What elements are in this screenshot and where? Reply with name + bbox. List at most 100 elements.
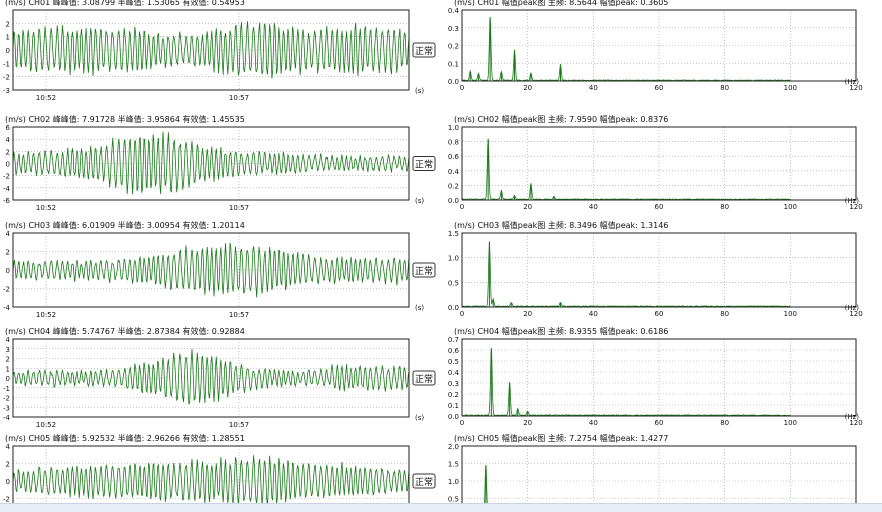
x-tick-label: 40 <box>589 84 598 92</box>
x-tick-label: 60 <box>655 84 664 92</box>
x-tick-label: 100 <box>784 84 797 92</box>
spectrum-stats-label: (m/s) CH03 幅值peak图 主频: 8.3496 幅值peak: 1.… <box>454 220 668 230</box>
y-tick-label: 0.4 <box>448 369 460 377</box>
y-tick-label: 0.0 <box>448 304 459 312</box>
status-badge <box>412 473 436 489</box>
y-tick-label: -1 <box>3 385 10 393</box>
y-tick-label: 0.2 <box>448 391 459 399</box>
y-tick-label: -2 <box>3 74 10 82</box>
status-badge-label: 正常 <box>415 265 433 277</box>
spectrum-trace <box>461 349 791 417</box>
x-tick-label: 10:52 <box>36 204 56 212</box>
y-tick-label: 0.4 <box>448 168 460 176</box>
x-tick-label: 0 <box>460 310 464 318</box>
y-tick-label: 0.0 <box>448 197 459 205</box>
y-tick-label: 6 <box>6 124 11 132</box>
x-tick-label: 120 <box>849 310 862 318</box>
y-tick-label: 0.3 <box>448 380 459 388</box>
y-tick-label: 2.0 <box>448 443 459 451</box>
x-tick-label: 10:57 <box>229 421 249 429</box>
y-tick-label: 0.0 <box>448 413 459 421</box>
spectrum-frame <box>461 9 857 82</box>
spectrum-frame <box>461 445 857 512</box>
y-tick-label: -1 <box>3 60 10 68</box>
x-tick-label: 120 <box>849 419 862 427</box>
y-tick-label: 0 <box>6 375 10 383</box>
y-tick-label: 4 <box>6 230 11 238</box>
x-tick-label: 0 <box>460 419 464 427</box>
y-tick-label: 0.5 <box>448 358 459 366</box>
x-tick-label: 40 <box>589 203 598 211</box>
waveform-panel <box>12 126 410 201</box>
y-tick-label: 0.8 <box>448 139 459 147</box>
waveform-stats-label: (m/s) CH02 峰峰值: 7.91728 半峰值: 3.95864 有效值… <box>5 114 245 124</box>
y-tick-label: -3 <box>3 87 10 95</box>
spectrum-panel <box>461 126 857 201</box>
x-tick-label: 20 <box>523 419 532 427</box>
y-tick-label: 2 <box>6 249 10 257</box>
y-tick-label: 1.0 <box>448 478 459 486</box>
y-tick-label: 0 <box>6 47 10 55</box>
waveform-trace <box>12 348 410 405</box>
y-tick-label: -3 <box>3 404 10 412</box>
spectrum-panel <box>461 232 857 308</box>
x-tick-label: 100 <box>784 310 797 318</box>
x-tick-label: 0 <box>460 203 464 211</box>
status-badge <box>412 262 436 278</box>
status-badge <box>412 370 436 386</box>
x-tick-label: 80 <box>720 84 729 92</box>
x-tick-label: 120 <box>849 203 862 211</box>
waveform-frame <box>12 126 410 201</box>
spectrum-stats-label: (m/s) CH01 幅值peak图 主频: 8.5644 幅值peak: 0.… <box>454 0 668 7</box>
x-tick-label: 20 <box>523 84 532 92</box>
y-tick-label: 0.0 <box>448 78 459 86</box>
spectrum-stats-label: (m/s) CH02 幅值peak图 主频: 7.9590 幅值peak: 0.… <box>454 114 668 124</box>
y-tick-label: 0.7 <box>448 336 459 344</box>
x-tick-label: 80 <box>720 310 729 318</box>
status-badge-label: 正常 <box>415 373 433 385</box>
x-tick-label: 20 <box>523 203 532 211</box>
waveform-stats-label: (m/s) CH03 峰峰值: 6.01909 半峰值: 3.00954 有效值… <box>5 220 245 230</box>
x-unit-label: (Hz) <box>845 197 860 205</box>
y-tick-label: 0.2 <box>448 182 459 190</box>
waveform-stats-label: (m/s) CH04 峰峰值: 5.74767 半峰值: 2.87384 有效值… <box>5 326 245 336</box>
x-tick-label: 10:57 <box>229 94 249 102</box>
y-tick-label: 0.2 <box>448 43 459 51</box>
spectrum-stats-label: (m/s) CH04 幅值peak图 主频: 8.9355 幅值peak: 0.… <box>454 326 668 336</box>
y-tick-label: 0.1 <box>448 60 459 68</box>
spectrum-panel <box>461 445 857 512</box>
y-tick-label: -4 <box>3 185 11 193</box>
x-tick-label: 60 <box>655 419 664 427</box>
x-tick-label: 10:52 <box>36 311 56 319</box>
spectrum-panel <box>461 338 857 417</box>
x-tick-label: 40 <box>589 310 598 318</box>
y-tick-label: 0.3 <box>448 25 459 33</box>
x-tick-label: 80 <box>720 203 729 211</box>
spectrum-stats-label: (m/s) CH05 幅值peak图 主频: 7.2754 幅值peak: 1.… <box>454 433 668 443</box>
spectrum-frame <box>461 126 857 201</box>
status-badge-label: 正常 <box>415 45 433 57</box>
spectrum-trace <box>461 138 791 201</box>
y-tick-label: -4 <box>3 414 11 422</box>
x-tick-label: 100 <box>784 203 797 211</box>
y-tick-label: 2 <box>6 356 10 364</box>
x-unit-label: (s) <box>415 304 424 312</box>
status-badge <box>412 42 436 58</box>
y-tick-label: 0.6 <box>448 347 460 355</box>
y-tick-label: -6 <box>3 197 11 205</box>
waveform-panel <box>12 338 410 418</box>
waveform-panel <box>12 9 410 91</box>
y-tick-label: 2 <box>6 461 10 469</box>
y-tick-label: -2 <box>3 173 10 181</box>
x-unit-label: (Hz) <box>845 304 860 312</box>
y-tick-label: 1 <box>6 365 10 373</box>
y-tick-label: -4 <box>3 304 11 312</box>
waveform-stats-label: (m/s) CH01 峰峰值: 3.08799 半峰值: 1.53065 有效值… <box>5 0 245 7</box>
x-unit-label: (s) <box>415 414 424 422</box>
y-tick-label: 0 <box>6 267 10 275</box>
waveform-frame <box>12 445 410 512</box>
status-badge <box>412 156 436 171</box>
y-tick-label: -2 <box>3 395 10 403</box>
